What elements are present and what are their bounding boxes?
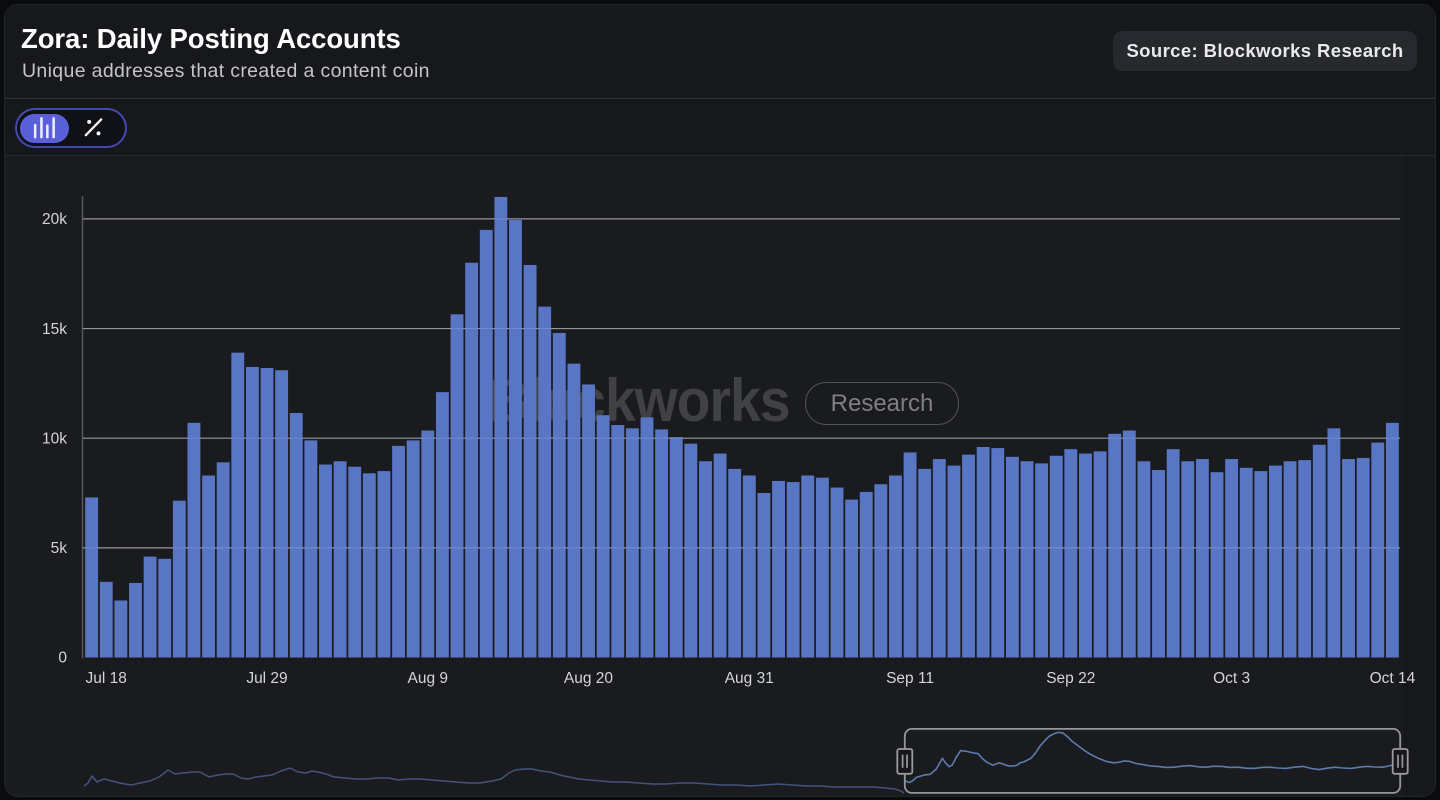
svg-text:20k: 20k (42, 211, 67, 228)
svg-text:Sep 11: Sep 11 (886, 670, 934, 687)
svg-text:Aug 9: Aug 9 (408, 670, 449, 687)
svg-text:Oct 3: Oct 3 (1213, 670, 1250, 687)
svg-text:Jul 29: Jul 29 (246, 670, 287, 687)
svg-text:Sep 22: Sep 22 (1046, 670, 1095, 687)
svg-text:Jul 18: Jul 18 (86, 670, 127, 687)
svg-text:Oct 14: Oct 14 (1370, 670, 1416, 687)
svg-text:Aug 20: Aug 20 (564, 670, 614, 687)
svg-text:Aug 31: Aug 31 (725, 670, 774, 687)
svg-text:15k: 15k (42, 321, 67, 338)
svg-text:5k: 5k (51, 540, 68, 557)
svg-text:0: 0 (58, 650, 67, 667)
svg-text:10k: 10k (42, 430, 67, 447)
